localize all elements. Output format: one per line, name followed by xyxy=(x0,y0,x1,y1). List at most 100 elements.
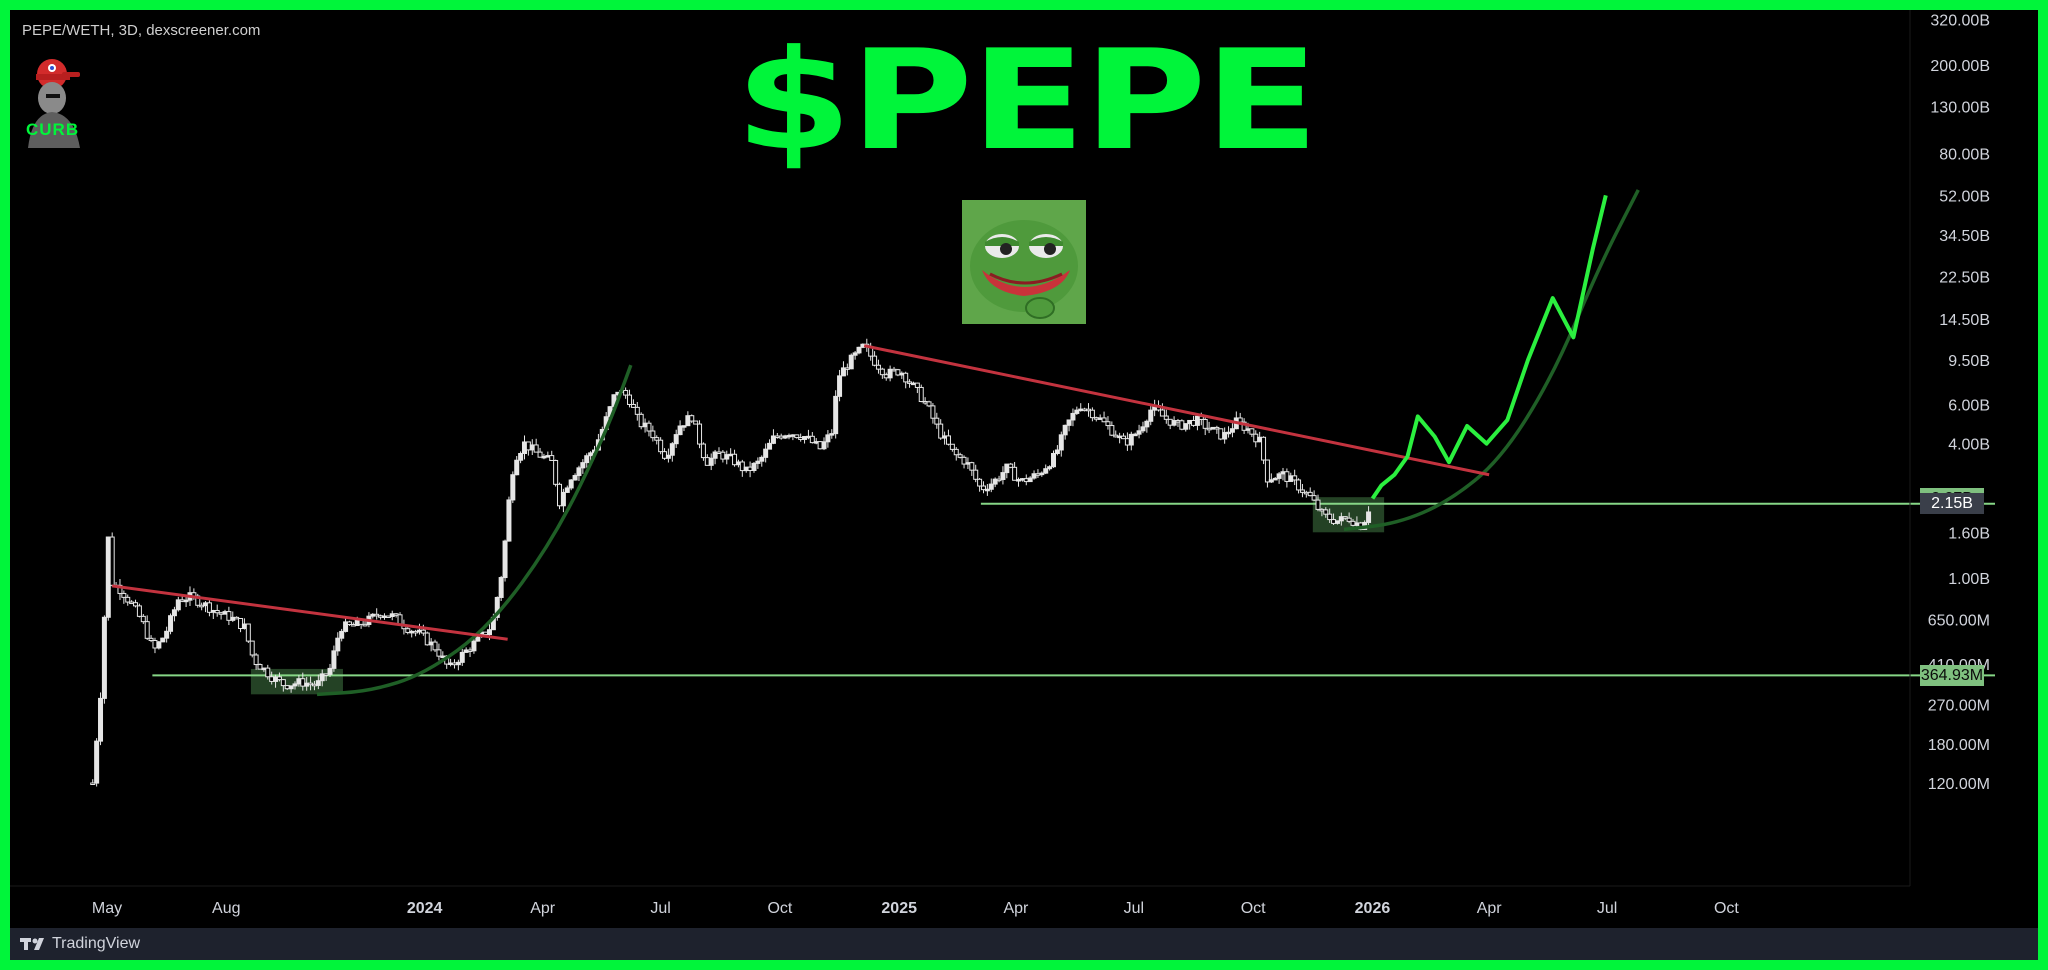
candle xyxy=(214,604,220,617)
y-tick-label: 650.00M xyxy=(1928,612,1990,629)
candle xyxy=(1148,404,1154,426)
candle xyxy=(156,640,162,650)
candle xyxy=(1089,407,1095,422)
x-tick-label: 2025 xyxy=(881,900,917,917)
candle xyxy=(518,451,524,464)
candle xyxy=(1194,413,1200,431)
candle xyxy=(568,479,574,491)
parabolic-curve-1 xyxy=(316,364,633,697)
candle xyxy=(763,443,769,463)
candle xyxy=(315,674,321,690)
candle xyxy=(1163,409,1169,424)
candle xyxy=(148,635,154,643)
y-tick-label: 80.00B xyxy=(1939,147,1990,164)
candle xyxy=(848,353,854,370)
candle xyxy=(1000,466,1006,485)
candle xyxy=(1334,520,1340,525)
y-tick-label: 270.00M xyxy=(1928,698,1990,715)
candle xyxy=(825,430,831,448)
candle xyxy=(755,457,761,469)
candle xyxy=(1070,408,1076,427)
candle xyxy=(638,412,644,430)
candle xyxy=(253,652,259,670)
candle xyxy=(759,455,765,467)
candle xyxy=(961,455,967,469)
candle xyxy=(257,663,263,670)
candle xyxy=(654,435,660,445)
candle xyxy=(938,419,944,440)
x-tick-label: Oct xyxy=(767,900,792,917)
tradingview-brand[interactable]: TradingView xyxy=(20,935,140,953)
candle xyxy=(1276,472,1282,484)
price-badge-364-93m: 364.93M xyxy=(1920,664,1984,686)
candle xyxy=(168,613,174,635)
candle xyxy=(117,578,123,601)
candle xyxy=(1062,424,1068,440)
candle xyxy=(630,399,636,408)
candle xyxy=(984,483,990,496)
tradingview-brand-label: TradingView xyxy=(52,935,141,952)
candle xyxy=(1039,471,1045,477)
candle xyxy=(833,390,839,439)
candle xyxy=(300,672,306,691)
candle xyxy=(125,594,131,606)
candle xyxy=(872,351,878,367)
candle xyxy=(319,669,325,687)
red-trendline-2 xyxy=(863,344,1490,477)
candle xyxy=(1342,516,1348,521)
candle xyxy=(879,367,885,379)
candle xyxy=(1136,424,1142,439)
candle xyxy=(953,447,959,461)
candle xyxy=(514,456,520,476)
candle xyxy=(914,382,920,394)
candle xyxy=(708,453,714,471)
candle xyxy=(837,369,843,402)
candle xyxy=(926,400,932,408)
candle xyxy=(712,449,718,465)
candle xyxy=(977,478,983,492)
candle xyxy=(580,459,586,474)
candle xyxy=(1307,487,1313,497)
x-tick-label: May xyxy=(92,900,122,917)
candle xyxy=(331,645,337,672)
candle xyxy=(455,659,461,671)
candle xyxy=(101,615,107,704)
y-tick-label: 22.50B xyxy=(1939,269,1990,286)
projection-line xyxy=(1370,194,1608,500)
candle xyxy=(238,617,244,633)
y-tick-label: 200.00B xyxy=(1930,58,1990,75)
candle xyxy=(1058,431,1064,457)
candle xyxy=(459,648,465,666)
y-tick-label: 1.60B xyxy=(1948,525,1990,542)
candle xyxy=(98,692,104,746)
candle xyxy=(681,425,687,432)
candle xyxy=(510,471,516,504)
candle xyxy=(1008,462,1014,469)
candle xyxy=(1012,461,1018,481)
candle xyxy=(537,447,543,458)
footer-bar: TradingView xyxy=(10,928,2038,960)
x-tick-label: 2026 xyxy=(1355,900,1391,917)
candle xyxy=(1202,415,1208,436)
candle xyxy=(623,387,629,399)
candle xyxy=(1268,473,1274,483)
candle xyxy=(1121,433,1127,440)
candle xyxy=(424,631,430,646)
candle xyxy=(588,451,594,462)
candle xyxy=(265,664,271,680)
candle xyxy=(335,632,341,656)
candle xyxy=(1222,427,1228,444)
symbol-label: PEPE/WETH, 3D, dexscreener.com xyxy=(22,22,261,39)
candle xyxy=(1171,416,1177,427)
candle xyxy=(1066,419,1072,432)
candle xyxy=(1241,418,1247,434)
candle xyxy=(627,389,633,408)
candle xyxy=(1047,465,1053,471)
candle xyxy=(1338,512,1344,526)
candle xyxy=(693,420,699,425)
candle xyxy=(327,663,333,678)
candle xyxy=(292,681,298,690)
candle xyxy=(821,437,827,451)
y-tick-label: 4.00B xyxy=(1948,437,1990,454)
candle xyxy=(895,368,901,377)
